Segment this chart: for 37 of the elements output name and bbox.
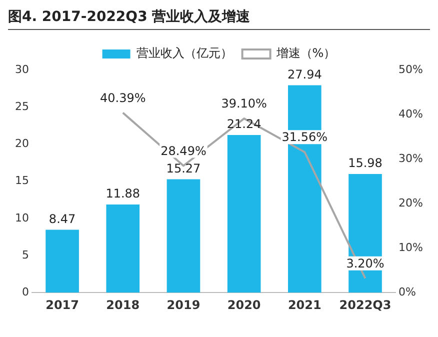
x-tick-label: 2021: [288, 298, 322, 312]
legend-label: 增速（%）: [275, 46, 336, 60]
y2-tick-label: 10%: [398, 240, 424, 254]
data-label: 3.20%: [346, 256, 384, 270]
data-label: 28.49%: [160, 144, 206, 158]
data-label: 11.88: [106, 186, 140, 201]
y2-tick-label: 20%: [398, 196, 424, 210]
y2-tick-label: 40%: [398, 107, 424, 120]
data-label: 31.56%: [282, 130, 328, 144]
data-label: 15.98: [348, 156, 382, 170]
y-tick-label: 5: [22, 248, 29, 262]
y-tick-label: 10: [14, 211, 29, 224]
y-tick-label: 20: [14, 137, 29, 150]
data-label: 40.39%: [100, 90, 146, 105]
y-tick-label: 30: [14, 62, 29, 76]
chart-title: 图4. 2017-2022Q3 营业收入及增速: [8, 8, 430, 30]
bar: [106, 204, 140, 293]
y-tick-label: 25: [14, 100, 29, 113]
bar: [227, 135, 261, 293]
data-label: 8.47: [48, 212, 76, 226]
y-tick-label: 0: [22, 285, 29, 298]
bar: [166, 179, 200, 293]
data-label: 39.10%: [221, 96, 267, 111]
bar: [46, 230, 79, 293]
data-label: 21.24: [226, 117, 262, 132]
y-tick-label: 15: [14, 174, 29, 188]
x-tick-label: 2018: [106, 298, 140, 312]
x-tick-label: 2019: [166, 298, 200, 312]
x-tick-label: 2022Q3: [339, 298, 392, 312]
y2-tick-label: 30%: [398, 152, 424, 165]
data-label: 27.94: [287, 67, 322, 82]
y2-tick-label: 0%: [398, 285, 416, 298]
x-tick-label: 2017: [46, 298, 79, 312]
legend-label: 营业收入（亿元）: [136, 46, 232, 60]
y2-tick-label: 50%: [398, 62, 424, 76]
x-tick-label: 2020: [227, 298, 261, 312]
data-label: 15.27: [166, 161, 201, 176]
